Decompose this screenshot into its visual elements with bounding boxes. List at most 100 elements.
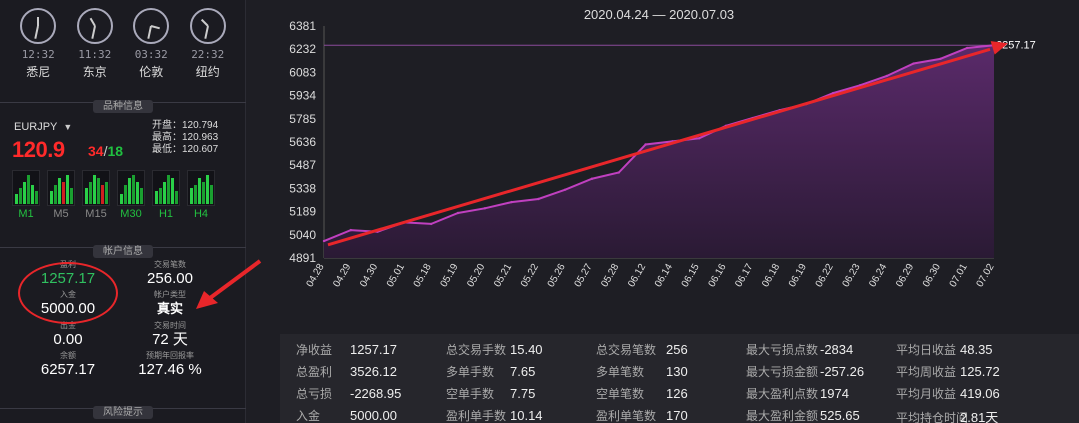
clock: 11:32 东京: [71, 8, 119, 88]
y-tick-label: 5189: [289, 205, 316, 219]
timeframe-label: M1: [18, 208, 34, 220]
last-value-label: 6257.17: [996, 39, 1036, 51]
x-tick-label: 06.12: [626, 262, 648, 290]
strength-bar: [22, 181, 26, 204]
equity-point: [885, 74, 888, 78]
stat-value: 256: [666, 342, 688, 357]
symbol-selector[interactable]: EURJPY ▼: [14, 121, 72, 133]
low-row: 最低：120.607: [152, 144, 219, 155]
x-tick-label: 05.01: [385, 262, 407, 290]
stat-key: 最大亏损金额: [746, 365, 819, 379]
y-tick-label: 5040: [289, 228, 316, 242]
equity-point: [858, 84, 862, 87]
stat-value: -2834: [820, 342, 854, 357]
stat-cell: 总亏损 -2268.95: [296, 385, 401, 402]
clock-city: 东京: [82, 65, 107, 79]
stat-key: 总交易手数: [446, 343, 507, 357]
stat-key: 平均周收益: [896, 365, 957, 379]
stat-value: 5000.00: [350, 408, 397, 423]
strength-bar: [96, 178, 100, 204]
high-label: 最高: [152, 132, 172, 143]
stat-key: 最大盈利金额: [746, 409, 819, 423]
high-value: 120.963: [182, 132, 219, 143]
stat-key: 总盈利: [296, 365, 333, 379]
equity-point: [590, 177, 594, 180]
strength-bar: [174, 191, 178, 204]
timeframe-m5[interactable]: M5: [47, 170, 75, 222]
annotation-arrow-left: [196, 259, 262, 309]
section-risk-label: 风险提示: [93, 406, 153, 419]
strength-bar: [104, 181, 108, 204]
withdraw-block: 出金 0.00: [16, 321, 120, 348]
equity-point: [322, 239, 326, 243]
timeframe-h1[interactable]: H1: [152, 170, 180, 222]
timeframe-m1[interactable]: M1: [12, 170, 40, 222]
stat-cell: 空单笔数 126: [596, 385, 688, 402]
clock-time: 22:32: [191, 48, 225, 61]
stat-key: 盈利单手数: [446, 409, 507, 423]
section-risk-title: 风险提示: [0, 400, 246, 419]
stat-value: 130: [666, 364, 688, 379]
stat-value: 15.40: [510, 342, 543, 357]
symbol-name: EURJPY: [14, 121, 58, 133]
timeframe-m15[interactable]: M15: [82, 170, 110, 222]
price-tails: 34/18: [88, 143, 123, 159]
strength-bar: [61, 181, 65, 204]
x-tick-label: 06.17: [733, 262, 755, 290]
strength-bar: [209, 184, 213, 204]
x-tick-label: 06.14: [653, 262, 675, 290]
stat-cell: 入金 5000.00: [296, 407, 397, 423]
y-tick-label: 6083: [289, 65, 316, 79]
clock-time: 12:32: [21, 48, 55, 61]
strength-bar: [135, 181, 139, 204]
x-tick-label: 05.18: [412, 262, 434, 290]
x-tick-label: 04.30: [358, 262, 380, 290]
strength-bar: [123, 184, 127, 204]
clock-icon: [20, 8, 57, 44]
strength-bar: [201, 181, 205, 204]
account-panel: 盈利 1257.17 交易笔数 256.00 入金 5000.00 帐户类型 真…: [0, 256, 246, 384]
x-tick-label: 06.15: [680, 262, 702, 290]
x-tick-label: 06.19: [787, 262, 809, 290]
timeframe-label: M15: [85, 208, 107, 220]
stat-cell: 平均持仓时间2.81天: [896, 407, 998, 423]
timeframe-label: M5: [53, 208, 69, 220]
stat-key: 入金: [296, 409, 321, 423]
strength-bar: [193, 184, 197, 204]
strength-bar: [84, 188, 88, 204]
stat-cell: 总交易手数 15.40: [446, 341, 543, 358]
stat-key: 平均日收益: [896, 343, 957, 357]
timeframe-m30[interactable]: M30: [117, 170, 145, 222]
strength-bar: [53, 184, 57, 204]
account-type-block: 帐户类型 真实: [118, 290, 222, 317]
x-tick-label: 05.19: [439, 262, 461, 290]
stat-value: 2.81天: [960, 410, 999, 423]
low-label: 最低: [152, 144, 172, 155]
equity-point: [456, 211, 460, 215]
stat-cell: 总盈利 3526.12: [296, 363, 397, 380]
clock-icon: [133, 8, 170, 44]
withdraw-value: 0.00: [53, 331, 83, 348]
equity-point: [939, 57, 942, 61]
stat-key: 总亏损: [296, 387, 333, 401]
equity-point: [564, 188, 567, 191]
equity-point: [966, 46, 969, 50]
strength-bar: [100, 184, 104, 204]
stat-key: 最大盈利点数: [746, 387, 819, 401]
clock: 22:32 纽约: [184, 8, 232, 88]
trend-arrow-shaft: [327, 47, 991, 247]
strength-bar: [14, 194, 18, 204]
y-tick-label: 5487: [289, 158, 316, 172]
high-row: 最高：120.963: [152, 132, 219, 143]
stat-value: 7.75: [510, 386, 536, 401]
timeframe-h4[interactable]: H4: [187, 170, 215, 222]
strength-bar: [65, 175, 69, 204]
strength-bar: [127, 178, 131, 204]
clock-time: 11:32: [78, 48, 112, 61]
highlight-circle: [18, 262, 118, 324]
x-tick-label: 05.27: [573, 262, 595, 290]
account-type-value: 真实: [156, 301, 183, 316]
stat-value: -257.26: [820, 364, 865, 379]
x-tick-label: 06.22: [814, 262, 836, 290]
stat-cell: 最大盈利金额 525.65: [746, 407, 860, 423]
